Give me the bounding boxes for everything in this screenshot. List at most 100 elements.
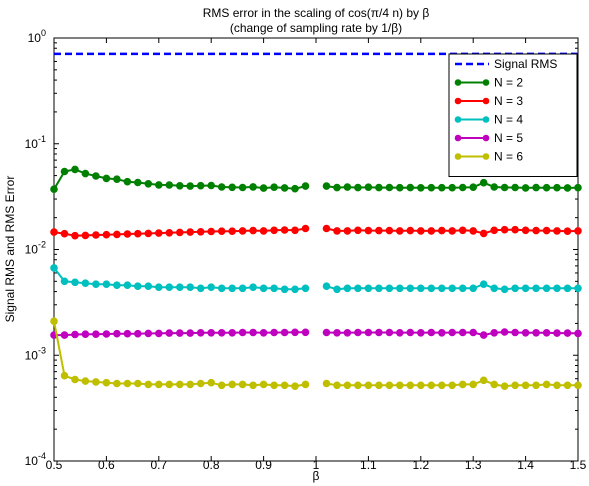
data-point bbox=[396, 381, 404, 390]
legend-marker bbox=[482, 134, 490, 142]
legend-marker bbox=[454, 97, 462, 105]
data-point bbox=[490, 226, 499, 235]
data-point bbox=[574, 284, 582, 293]
data-point bbox=[291, 184, 299, 193]
data-point bbox=[385, 381, 394, 390]
data-point bbox=[301, 328, 310, 337]
data-point bbox=[511, 381, 519, 390]
x-tick-label: 0.7 bbox=[150, 458, 167, 472]
data-point bbox=[364, 284, 373, 293]
data-point bbox=[469, 328, 478, 337]
data-point bbox=[553, 227, 561, 235]
data-point bbox=[165, 329, 174, 337]
x-tick-label: 0.8 bbox=[203, 458, 220, 472]
data-point bbox=[196, 181, 205, 190]
data-point bbox=[563, 184, 572, 192]
data-point bbox=[291, 285, 299, 294]
data-point bbox=[186, 283, 194, 292]
data-point bbox=[81, 231, 90, 240]
data-point bbox=[60, 371, 69, 380]
data-point bbox=[301, 224, 310, 233]
data-point bbox=[238, 328, 247, 337]
y-tick-label: 10-3 bbox=[25, 345, 46, 362]
data-point bbox=[396, 329, 404, 337]
data-point bbox=[92, 280, 100, 289]
data-point bbox=[500, 382, 509, 391]
data-point bbox=[333, 329, 341, 337]
data-point bbox=[238, 227, 247, 235]
series-n-4 bbox=[50, 264, 582, 294]
data-point bbox=[343, 381, 352, 390]
data-point bbox=[196, 379, 205, 388]
data-point bbox=[123, 230, 132, 238]
data-point bbox=[417, 184, 425, 192]
x-tick-label: 1.1 bbox=[360, 458, 377, 472]
data-point bbox=[291, 328, 299, 337]
data-point bbox=[354, 381, 362, 390]
data-point bbox=[427, 381, 436, 390]
data-point bbox=[511, 328, 519, 337]
data-point bbox=[438, 226, 446, 235]
data-point bbox=[427, 328, 436, 337]
y-tick-exponent: -3 bbox=[38, 345, 46, 355]
data-point bbox=[458, 380, 467, 389]
data-point bbox=[259, 329, 268, 337]
data-point bbox=[553, 183, 561, 192]
data-point bbox=[354, 284, 362, 293]
data-point bbox=[458, 226, 467, 235]
y-tick-base: 10 bbox=[28, 31, 42, 45]
data-point bbox=[385, 328, 394, 337]
data-point bbox=[259, 184, 268, 192]
data-point bbox=[563, 329, 572, 337]
data-point bbox=[532, 284, 540, 293]
data-point bbox=[427, 227, 436, 235]
data-point bbox=[490, 329, 499, 337]
data-point bbox=[375, 226, 383, 235]
data-point bbox=[270, 328, 278, 337]
data-point bbox=[238, 183, 247, 192]
data-point bbox=[469, 183, 478, 191]
legend-marker bbox=[454, 134, 462, 142]
data-point bbox=[60, 331, 69, 339]
data-point bbox=[532, 226, 540, 235]
data-point bbox=[500, 328, 509, 336]
data-point bbox=[123, 379, 132, 388]
legend: Signal RMS N = 2 N = 3 N = 4 N = 5 N = 6 bbox=[448, 53, 578, 177]
legend-marker bbox=[454, 116, 462, 123]
data-point bbox=[469, 227, 478, 235]
data-point bbox=[92, 330, 100, 339]
data-point bbox=[479, 229, 488, 238]
data-point bbox=[102, 378, 111, 387]
data-point bbox=[123, 281, 132, 290]
data-point bbox=[563, 381, 572, 390]
data-point bbox=[542, 183, 551, 192]
data-point bbox=[521, 329, 530, 337]
series-group bbox=[50, 52, 582, 391]
data-point bbox=[354, 226, 362, 235]
data-point bbox=[280, 184, 289, 192]
y-tick-exponent: 0 bbox=[41, 28, 46, 38]
data-point bbox=[60, 277, 69, 286]
data-point bbox=[301, 380, 310, 389]
data-point bbox=[438, 183, 446, 192]
data-point bbox=[406, 284, 415, 293]
y-tick-label: 10-1 bbox=[25, 134, 46, 151]
data-point bbox=[542, 226, 551, 235]
data-point bbox=[123, 177, 132, 186]
data-point bbox=[448, 183, 457, 192]
data-point bbox=[448, 284, 457, 293]
data-point bbox=[375, 183, 383, 192]
x-tick-label: 1 bbox=[313, 458, 320, 472]
data-point bbox=[322, 282, 331, 291]
data-point bbox=[406, 183, 415, 192]
data-point bbox=[500, 285, 509, 294]
data-point bbox=[521, 284, 530, 293]
data-point bbox=[228, 284, 236, 293]
data-point bbox=[553, 381, 561, 390]
data-point bbox=[144, 329, 153, 338]
data-point bbox=[102, 280, 111, 289]
legend-marker bbox=[482, 153, 490, 160]
data-point bbox=[165, 380, 174, 389]
data-point bbox=[406, 328, 415, 337]
